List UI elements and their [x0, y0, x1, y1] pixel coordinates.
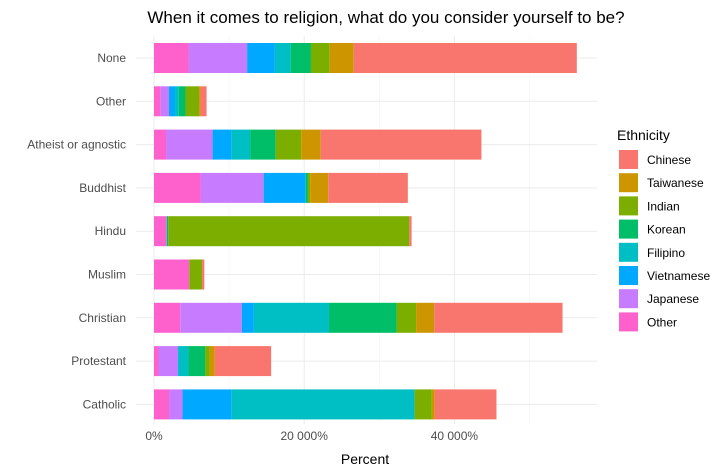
bar-segment-indian-hindu: [168, 216, 410, 247]
bar-segment-indian-other: [185, 86, 200, 117]
y-tick-label: Christian: [79, 311, 126, 325]
bar-segment-chinese-catholic: [434, 389, 497, 420]
legend-title: Ethnicity: [617, 127, 670, 143]
bar-segment-chinese-buddhist: [328, 172, 408, 203]
bar-segment-vietnamese-christian: [241, 302, 254, 333]
bar-segment-chinese-none: [353, 43, 577, 73]
bar-segment-filipino-christian: [253, 302, 329, 333]
legend-swatch-chinese: [619, 150, 638, 169]
bar-segment-indian-catholic: [414, 389, 432, 420]
y-tick-label: Muslim: [88, 268, 126, 282]
y-tick-label: Atheist or agnostic: [27, 138, 126, 152]
bar-segment-japanese-protestant: [158, 346, 179, 377]
bar-segment-japanese-atheist-or-agnostic: [166, 129, 213, 160]
chart-title: When it comes to religion, what do you c…: [147, 8, 624, 27]
bar-segment-japanese-christian: [180, 302, 242, 333]
legend-label-filipino: Filipino: [647, 246, 685, 260]
bar-segment-taiwanese-atheist-or-agnostic: [301, 129, 321, 160]
legend-swatch-taiwanese: [619, 173, 638, 193]
bar-segment-taiwanese-other: [199, 86, 201, 117]
bar-segment-other-hindu: [154, 216, 167, 247]
bar-segment-japanese-none: [188, 43, 248, 73]
bar-segment-japanese-hindu: [166, 216, 167, 247]
legend-label-indian: Indian: [647, 199, 680, 213]
bar-segment-chinese-protestant: [214, 346, 272, 377]
bar-segment-chinese-atheist-or-agnostic: [320, 129, 482, 160]
legend-label-japanese: Japanese: [647, 292, 699, 306]
y-tick-label: Protestant: [71, 354, 126, 368]
bar-segment-korean-atheist-or-agnostic: [250, 129, 276, 160]
legend-label-korean: Korean: [647, 223, 686, 237]
bar-segment-korean-buddhist: [305, 172, 308, 203]
bar-segment-indian-atheist-or-agnostic: [275, 129, 302, 160]
bar-segment-vietnamese-none: [247, 43, 275, 73]
bar-segment-taiwanese-none: [329, 43, 354, 73]
y-tick-label: Hindu: [95, 224, 126, 238]
bar-segment-korean-christian: [328, 302, 397, 333]
bar-segment-taiwanese-christian: [416, 302, 435, 333]
bar-segment-taiwanese-catholic: [431, 389, 435, 420]
bar-segment-filipino-catholic: [231, 389, 415, 420]
x-axis-title: Percent: [341, 451, 389, 467]
legend: Ethnicity Chinese Taiwanese Indian Korean Fi…: [617, 127, 710, 332]
bar-segment-vietnamese-other: [169, 86, 176, 117]
bar-segment-taiwanese-protestant: [209, 346, 215, 377]
y-tick-label: Catholic: [83, 397, 126, 411]
bar-segment-other-other: [154, 86, 161, 117]
legend-swatch-japanese: [619, 289, 638, 309]
legend-label-other: Other: [647, 315, 677, 329]
bar-segment-vietnamese-atheist-or-agnostic: [212, 129, 232, 160]
bar-segment-other-atheist-or-agnostic: [154, 129, 167, 160]
bar-segment-japanese-other: [160, 86, 170, 117]
bar-segment-chinese-hindu: [409, 216, 412, 247]
bar-segment-indian-muslim: [189, 259, 203, 290]
bar-segment-korean-hindu: [166, 216, 169, 247]
bar-segment-filipino-protestant: [178, 346, 189, 377]
legend-swatch-other: [619, 312, 638, 332]
bar-segment-other-muslim: [154, 259, 190, 290]
bar-segment-japanese-catholic: [169, 389, 183, 420]
legend-swatch-vietnamese: [619, 266, 638, 285]
bar-segment-korean-none: [290, 43, 311, 73]
bar-segment-indian-protestant: [205, 346, 210, 377]
bar-segment-korean-other: [178, 86, 186, 117]
legend-swatch-korean: [619, 219, 638, 239]
bar-segment-vietnamese-catholic: [182, 389, 232, 420]
bar-segment-vietnamese-buddhist: [263, 172, 306, 203]
legend-label-taiwanese: Taiwanese: [647, 176, 704, 190]
y-tick-label: Buddhist: [79, 181, 126, 195]
legend-swatch-filipino: [619, 242, 638, 262]
bar-segment-chinese-other: [200, 86, 207, 117]
bar-segment-other-catholic: [154, 389, 170, 420]
y-tick-label: Other: [96, 94, 126, 108]
bar-segment-japanese-buddhist: [200, 172, 264, 203]
x-tick-label: 40 000%: [431, 429, 479, 443]
legend-label-vietnamese: Vietnamese: [647, 269, 710, 283]
bar-segment-chinese-christian: [434, 302, 563, 333]
bar-segment-filipino-atheist-or-agnostic: [231, 129, 251, 160]
bar-segment-other-buddhist: [154, 172, 201, 203]
bar-segment-chinese-muslim: [202, 259, 205, 290]
legend-label-chinese: Chinese: [647, 153, 691, 167]
x-tick-label: 0%: [145, 429, 163, 443]
bar-segment-korean-protestant: [188, 346, 206, 377]
bar-segment-other-none: [154, 43, 189, 73]
bar-segment-filipino-none: [274, 43, 291, 73]
bar-segment-indian-christian: [396, 302, 417, 333]
bar-segment-taiwanese-buddhist: [310, 172, 329, 203]
bar-segment-filipino-other: [175, 86, 179, 117]
bar-segment-indian-buddhist: [307, 172, 311, 203]
x-tick-label: 20 000%: [281, 429, 329, 443]
bar-segment-other-christian: [154, 302, 181, 333]
bar-segment-indian-none: [310, 43, 330, 73]
bar-segment-other-protestant: [154, 346, 159, 377]
y-tick-label: None: [97, 51, 126, 65]
legend-swatch-indian: [619, 196, 638, 216]
